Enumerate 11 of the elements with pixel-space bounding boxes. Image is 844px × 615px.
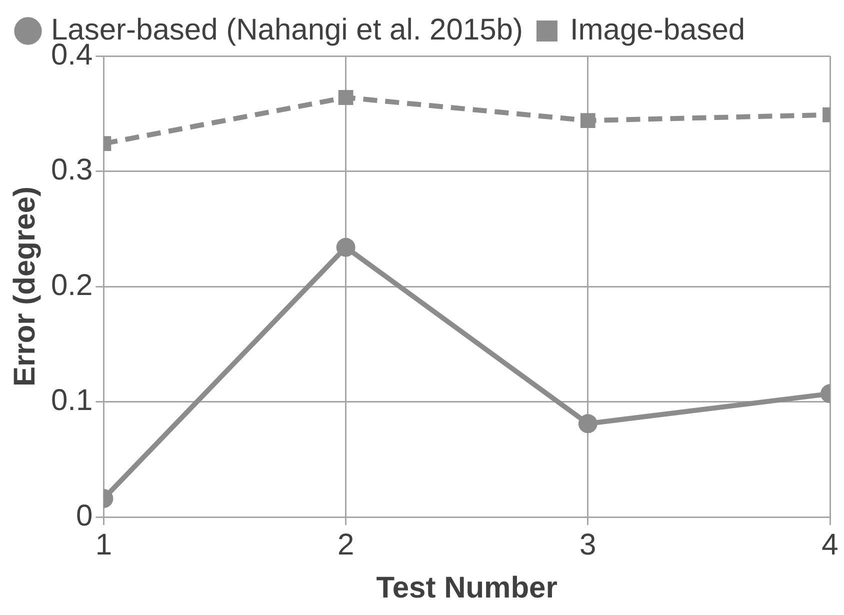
x-tick-label: 4 [822,528,838,562]
x-tick-label: 3 [580,528,596,562]
x-tick-label: 2 [337,528,354,562]
x-axis-title: Test Number [376,571,558,604]
y-axis-title: Error (degree) [8,186,42,387]
x-tick-label: 1 [95,528,112,562]
y-tick-label: 0.3 [50,154,93,187]
legend-label: Image-based [570,13,746,46]
y-tick-label: 0 [76,499,93,532]
y-tick-label: 0.2 [50,268,93,302]
y-tick-label: 0.1 [50,384,93,418]
